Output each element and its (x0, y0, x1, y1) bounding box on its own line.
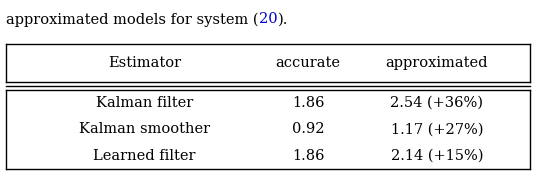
Text: 20: 20 (259, 12, 278, 26)
Text: 1.17 (+27%): 1.17 (+27%) (391, 122, 483, 136)
Text: 1.86: 1.86 (292, 96, 324, 110)
Text: Estimator: Estimator (108, 56, 181, 70)
Text: 2.14 (+15%): 2.14 (+15%) (391, 149, 483, 163)
Text: 1.86: 1.86 (292, 149, 324, 163)
Text: ).: ). (278, 12, 288, 26)
Text: 2.54 (+36%): 2.54 (+36%) (390, 96, 483, 110)
Text: Learned filter: Learned filter (93, 149, 196, 163)
Text: Kalman filter: Kalman filter (96, 96, 193, 110)
Text: Kalman smoother: Kalman smoother (79, 122, 210, 136)
Text: accurate: accurate (276, 56, 341, 70)
Text: approximated models for system (: approximated models for system ( (6, 12, 259, 27)
Text: approximated: approximated (385, 56, 488, 70)
Text: 0.92: 0.92 (292, 122, 324, 136)
